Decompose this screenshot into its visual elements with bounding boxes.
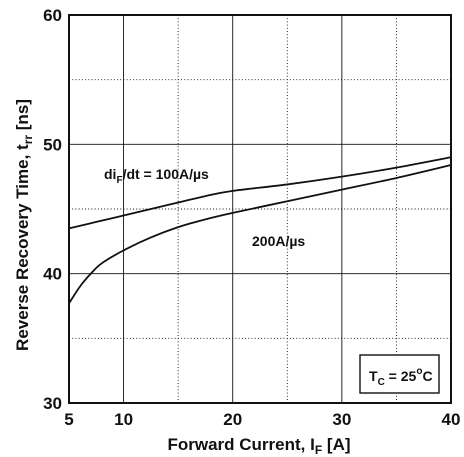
x-tick-label: 10 <box>114 410 133 429</box>
annotation-temperature: TC = 25oC <box>369 366 433 388</box>
tick-labels: 5 10 20 30 40 30 40 50 60 <box>43 6 460 429</box>
series-line-200A-per-us <box>68 164 452 304</box>
y-tick-label: 50 <box>43 135 62 154</box>
grid <box>69 15 451 403</box>
y-tick-label: 30 <box>43 394 62 413</box>
annotation-rate-200: 200A/µs <box>252 233 305 249</box>
x-tick-label: 40 <box>442 410 461 429</box>
tc-annotation-box <box>359 354 440 394</box>
x-tick-label: 20 <box>223 410 242 429</box>
plot-frame <box>68 14 452 404</box>
series-line-100A-per-us <box>68 156 452 230</box>
curves <box>68 156 452 304</box>
x-axis-label: Forward Current, IF [A] <box>167 435 350 457</box>
x-tick-label: 5 <box>64 410 73 429</box>
y-tick-label: 40 <box>43 265 62 284</box>
y-tick-label: 60 <box>43 6 62 25</box>
y-axis-label: Reverse Recovery Time, trr [ns] <box>13 99 35 351</box>
x-tick-label: 30 <box>332 410 351 429</box>
annotation-rate-100: diF/dt = 100A/µs <box>104 166 209 186</box>
